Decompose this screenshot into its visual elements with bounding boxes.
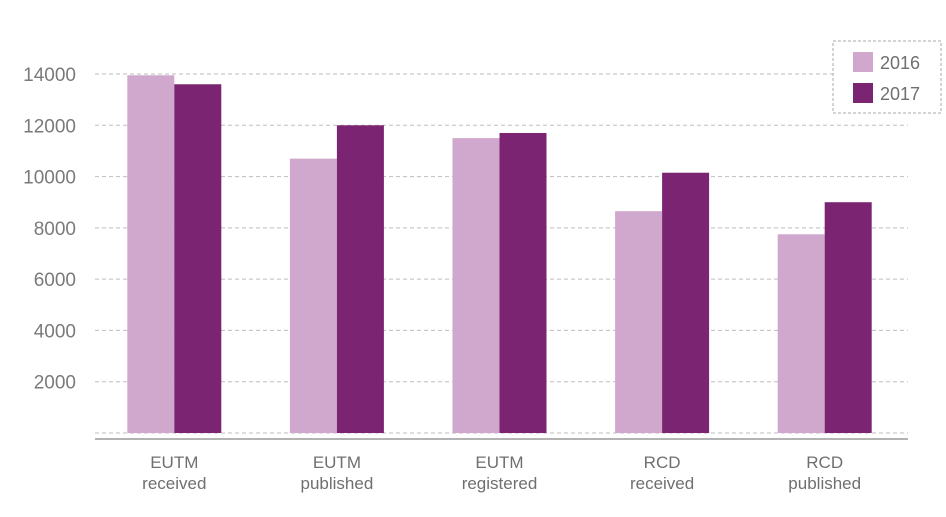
bar-2017-4	[824, 202, 872, 433]
legend-label-2017: 2017	[880, 84, 920, 104]
legend-box	[832, 40, 942, 114]
y-axis-ticks: 2000 4000 6000 8000 10000 12000 14000	[23, 65, 76, 394]
y-tick-label: 8000	[34, 219, 76, 240]
bar-2017-2	[499, 132, 547, 433]
legend-label-2016: 2016	[880, 53, 920, 73]
y-tick-label: 10000	[23, 168, 76, 189]
x-axis-categories: EUTM received EUTM published EUTM registered R…	[142, 453, 861, 493]
y-tick-label: 2000	[34, 373, 76, 394]
x-category-label: registered	[462, 474, 538, 493]
x-category-label: EUTM	[150, 453, 198, 472]
legend-swatch-2016	[853, 52, 873, 72]
bar-2017-3	[662, 172, 710, 433]
y-tick-label: 12000	[23, 116, 76, 137]
y-tick-label: 14000	[23, 65, 76, 86]
legend: 2016 2017	[832, 40, 942, 114]
bars	[127, 75, 872, 434]
y-tick-label: 4000	[34, 321, 76, 342]
x-category-label: RCD	[806, 453, 843, 472]
x-category-label: received	[142, 474, 206, 493]
bar-2016-2	[452, 138, 500, 433]
legend-swatch-2017	[853, 83, 873, 103]
y-tick-label: 6000	[34, 270, 76, 291]
bar-2017-1	[336, 125, 384, 434]
x-category-label: received	[630, 474, 694, 493]
x-category-label: EUTM	[475, 453, 523, 472]
bar-2016-3	[615, 211, 663, 433]
x-category-label: EUTM	[313, 453, 361, 472]
x-category-label: published	[788, 474, 861, 493]
x-category-label: published	[301, 474, 374, 493]
bar-2016-4	[777, 234, 825, 433]
bar-2016-0	[127, 75, 175, 434]
bar-2017-0	[174, 84, 222, 433]
x-category-label: RCD	[644, 453, 681, 472]
bar-2016-1	[289, 158, 337, 433]
